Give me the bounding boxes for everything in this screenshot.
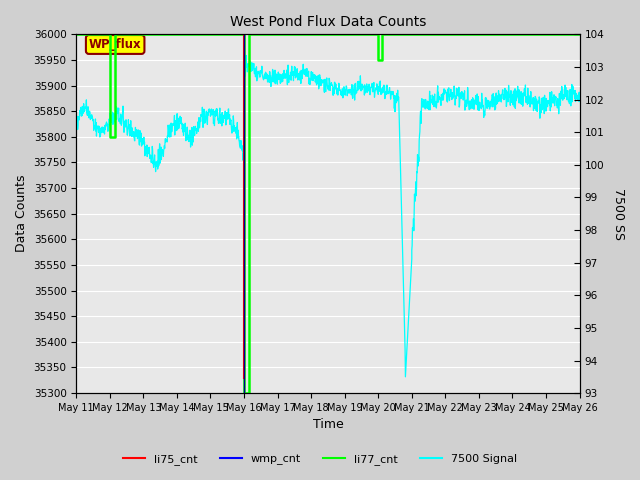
X-axis label: Time: Time bbox=[312, 419, 343, 432]
Y-axis label: Data Counts: Data Counts bbox=[15, 175, 28, 252]
Y-axis label: 7500 SS: 7500 SS bbox=[612, 188, 625, 240]
Title: West Pond Flux Data Counts: West Pond Flux Data Counts bbox=[230, 15, 426, 29]
Legend: li75_cnt, wmp_cnt, li77_cnt, 7500 Signal: li75_cnt, wmp_cnt, li77_cnt, 7500 Signal bbox=[118, 450, 522, 469]
Text: WP_flux: WP_flux bbox=[89, 38, 141, 51]
